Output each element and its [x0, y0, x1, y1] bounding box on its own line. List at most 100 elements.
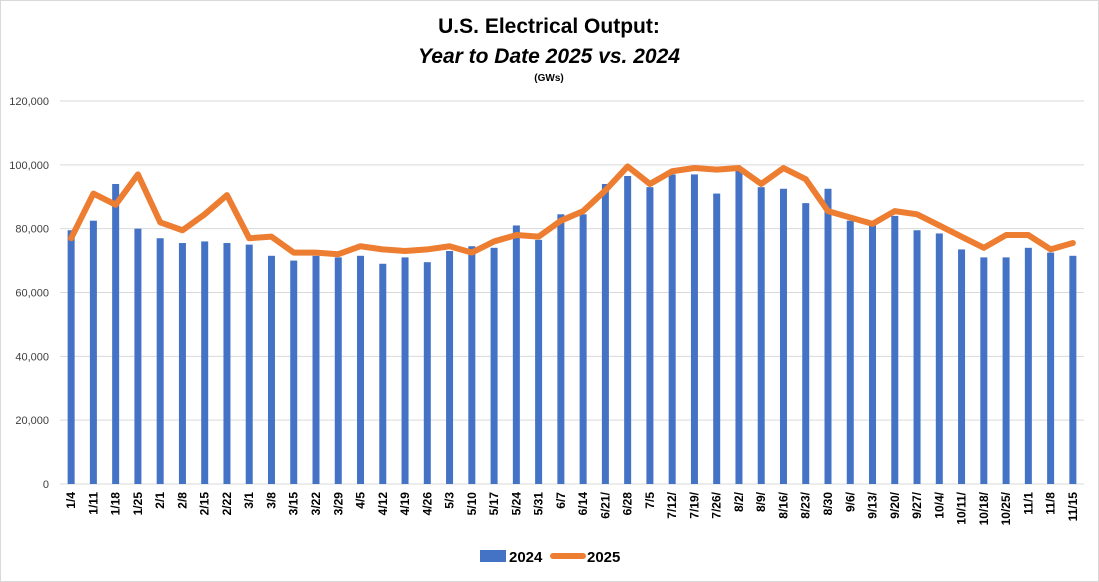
- bar-2024: [779, 188, 787, 485]
- bar-2024: [423, 262, 431, 484]
- bar-2024: [468, 246, 476, 484]
- x-tick-label: 8/2/: [732, 491, 746, 512]
- bar-2024: [178, 243, 186, 484]
- x-tick-label: 1/18: [109, 492, 123, 516]
- bar-2024: [891, 215, 899, 484]
- bar-2024: [646, 187, 654, 485]
- y-tick-label: 20,000: [15, 415, 49, 427]
- x-tick-label: 5/24: [509, 492, 523, 516]
- bar-2024: [201, 241, 209, 484]
- x-tick-label: 9/27/: [910, 491, 924, 518]
- bar-2024: [601, 183, 609, 484]
- bar-2024: [490, 247, 498, 484]
- gridlines: [60, 100, 1084, 485]
- x-tick-label: 6/14: [576, 492, 590, 516]
- x-tick-label: 8/16/: [776, 491, 790, 518]
- bar-2024: [579, 214, 587, 484]
- legend-label-2024: 2024: [509, 549, 543, 566]
- x-tick-label: 4/26: [420, 492, 434, 516]
- x-tick-label: 8/30: [821, 492, 835, 516]
- x-tick-label: 4/19: [398, 492, 412, 516]
- x-tick-label: 10/25/: [999, 491, 1013, 525]
- bar-2024: [1002, 257, 1010, 484]
- x-tick-label: 3/29: [331, 492, 345, 516]
- bar-2024: [846, 220, 854, 484]
- bar-2024: [958, 249, 966, 484]
- bar-2024: [67, 230, 75, 484]
- bar-2024: [245, 244, 253, 484]
- bar-2024: [134, 228, 142, 484]
- x-tick-label: 5/3: [443, 492, 457, 509]
- x-tick-label: 10/11/: [955, 491, 969, 524]
- x-tick-label: 10/4/: [932, 491, 946, 518]
- x-tick-label: 3/1: [242, 492, 256, 509]
- x-tick-label: 9/13/: [866, 491, 880, 518]
- x-tick-label: 3/8: [264, 492, 278, 509]
- bar-2024: [267, 255, 275, 484]
- x-tick-label: 6/7: [554, 492, 568, 509]
- y-axis-tick-labels: 0 20,000 40,000 60,000 80,000 100,000 120,000: [9, 96, 49, 491]
- bar-2024: [1047, 252, 1055, 484]
- bar-2024: [824, 188, 832, 485]
- bar-2024: [379, 263, 387, 484]
- bar-2024: [980, 257, 988, 484]
- x-tick-label: 7/5: [643, 492, 657, 509]
- bar-2024: [512, 225, 520, 484]
- x-tick-label: 1/25: [131, 492, 145, 516]
- x-tick-label: 11/1: [1021, 492, 1035, 515]
- bar-2024: [112, 183, 120, 484]
- bar-2024: [446, 251, 454, 484]
- x-tick-label: 11/8: [1044, 492, 1058, 515]
- x-tick-label: 8/9/: [754, 491, 768, 512]
- bar-2024: [935, 233, 943, 484]
- bar-2024: [156, 238, 164, 484]
- bar-2024: [89, 220, 97, 484]
- x-tick-label: 5/31: [532, 492, 546, 516]
- legend: 2024 2025: [480, 549, 620, 566]
- x-tick-label: 3/15: [287, 492, 301, 516]
- y-tick-label: 60,000: [15, 288, 49, 300]
- x-tick-label: 6/21/: [598, 491, 612, 518]
- bar-2024: [668, 174, 676, 485]
- series-2025-line: [68, 163, 1076, 258]
- x-tick-label: 3/22: [309, 492, 323, 516]
- line-2025: [68, 163, 1076, 258]
- y-tick-label: 120,000: [9, 96, 49, 108]
- x-tick-label: 5/10: [465, 492, 479, 516]
- x-tick-label: 4/12: [376, 492, 390, 516]
- bar-2024: [757, 187, 765, 485]
- bar-2024: [1069, 255, 1077, 484]
- x-tick-label: 2/15: [198, 492, 212, 516]
- bar-2024: [802, 203, 810, 484]
- bar-2024: [624, 176, 632, 485]
- x-tick-label: 4/5: [354, 492, 368, 509]
- y-tick-label: 80,000: [15, 224, 49, 236]
- bar-2024: [1024, 247, 1032, 484]
- x-tick-label: 2/8: [175, 492, 189, 509]
- bar-2024: [535, 239, 543, 484]
- x-tick-label: 7/19/: [687, 491, 701, 518]
- x-tick-label: 2/22: [220, 492, 234, 516]
- y-tick-label: 0: [43, 479, 49, 491]
- x-tick-label: 9/6/: [843, 491, 857, 512]
- series-2024-bars: [67, 169, 1077, 485]
- y-tick-label: 40,000: [15, 351, 49, 363]
- bar-2024: [290, 260, 298, 484]
- bar-2024: [357, 255, 365, 484]
- x-tick-label: 7/12/: [665, 491, 679, 518]
- x-tick-label: 7/26/: [710, 491, 724, 518]
- x-tick-label: 1/11: [86, 492, 100, 515]
- bar-2024: [312, 255, 320, 484]
- x-tick-label: 6/28: [621, 492, 635, 516]
- x-tick-label: 5/17: [487, 492, 501, 516]
- bar-2024: [690, 174, 698, 485]
- legend-swatch-2024: [480, 550, 506, 562]
- bar-2024: [913, 230, 921, 484]
- bar-2024: [223, 243, 231, 484]
- legend-label-2025: 2025: [587, 549, 620, 566]
- x-tick-label: 10/18/: [977, 491, 991, 525]
- bar-2024: [401, 257, 409, 484]
- bar-2024: [334, 257, 342, 484]
